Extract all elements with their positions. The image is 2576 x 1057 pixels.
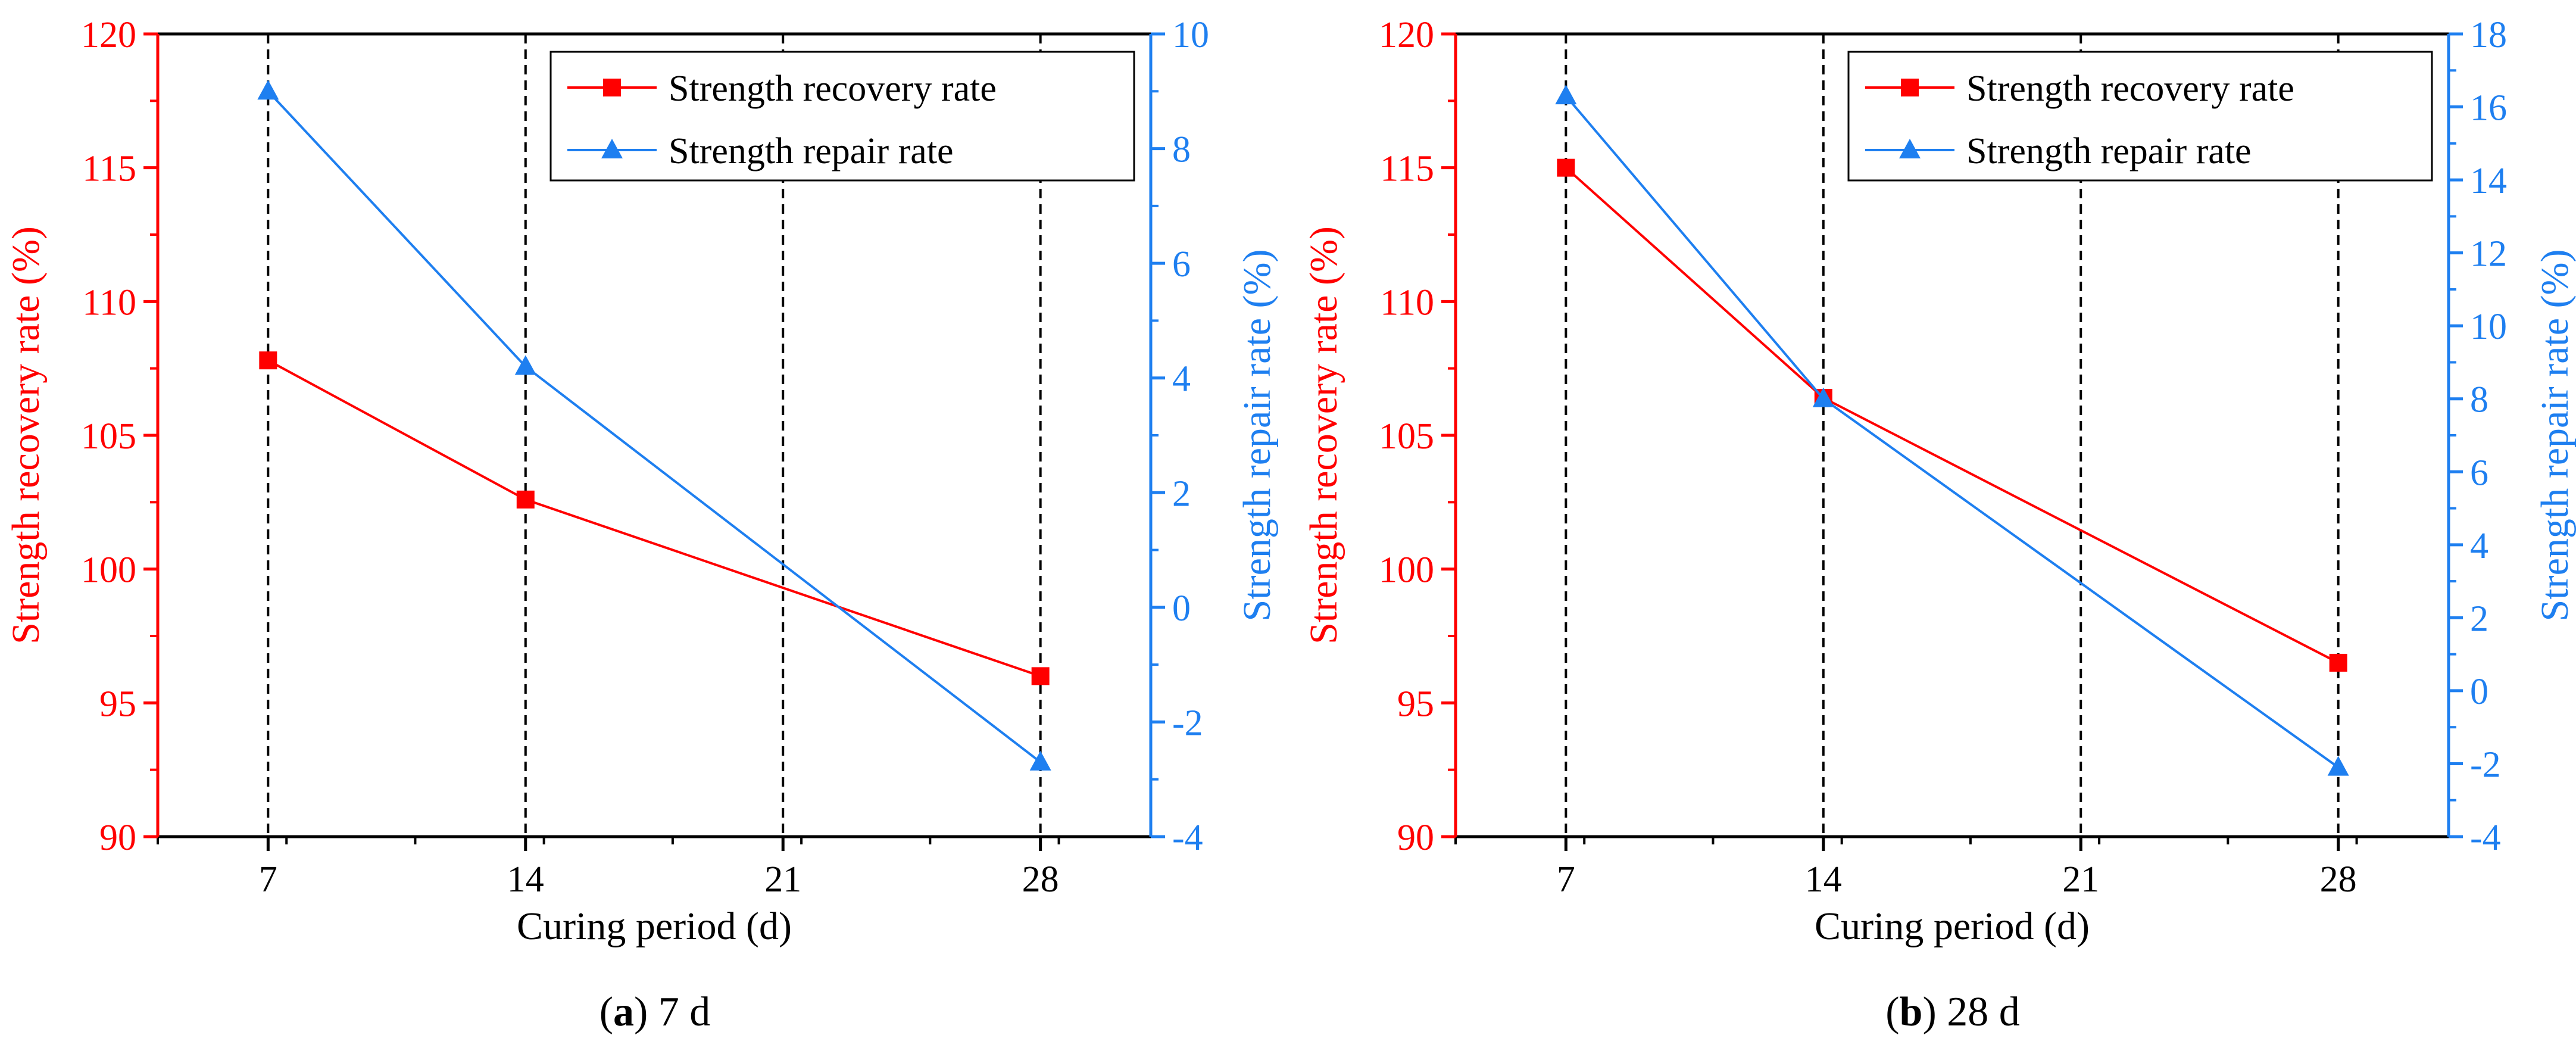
right-y-tick-label: -2 [2470,744,2501,785]
right-y-tick-label: 6 [1172,244,1191,285]
left-y-tick-label: 90 [99,818,136,858]
right-y-tick-label: 0 [1172,588,1191,629]
right-y-tick-label: 4 [2470,526,2488,566]
left-y-tick-label: 110 [82,282,136,323]
data-point-repair [1812,387,1834,407]
right-y-tick-label: 12 [2470,234,2507,275]
legend-label: Strength recovery rate [1966,68,2294,109]
data-point-repair [1029,750,1051,771]
legend-label: Strength repair rate [1966,131,2252,172]
left-y-tick-label: 120 [1379,15,1434,55]
caption-text: ) 28 d [1922,989,2019,1035]
x-tick-label: 28 [1022,859,1059,900]
x-tick-label: 14 [1805,859,1842,900]
left-y-axis-title: Strength recovery rate (%) [4,226,48,644]
left-y-tick-label: 100 [81,550,136,591]
left-y-tick-label: 95 [99,684,136,724]
series-line-repair [1565,95,2339,769]
right-y-tick-label: 6 [2470,453,2488,493]
right-y-tick-label: 18 [2470,15,2507,55]
left-y-tick-label: 100 [1379,550,1434,591]
caption-paren-open: ( [599,989,613,1035]
right-y-tick-label: 2 [1172,473,1191,514]
left-y-axis-title: Strength recovery rate (%) [1302,226,1345,644]
legend-box [1847,51,2433,182]
x-axis-title: Curing period (d) [1815,905,2090,948]
right-y-tick-label: 2 [2470,598,2488,639]
legend-marker-triangle [601,139,623,158]
caption-panel-letter: a [613,989,634,1035]
legend-box [549,51,1135,182]
caption-paren-open: ( [1885,989,1899,1035]
series-line-recovery [267,359,1041,678]
right-y-tick-label: -2 [1172,703,1203,743]
data-point-repair [2327,756,2349,776]
legend-marker-triangle [1899,139,1921,158]
caption-panel-letter: b [1900,989,1923,1035]
series-line-recovery [1565,167,2339,664]
legend-marker-square [1901,79,1919,96]
right-y-axis-title: Strength repair rate (%) [2533,250,2576,622]
chart-panel-b: 7 14 21 28 90 95 100 105 110 115 120 -4 -2 0 2 4 6 8 10 12 1… [1302,15,2576,1035]
left-y-tick-label: 95 [1397,684,1434,724]
data-point-repair [514,355,536,375]
x-axis-title: Curing period (d) [517,905,792,948]
panel-caption: (a) 7 d [599,989,711,1035]
x-tick-label: 7 [259,859,277,900]
x-tick-label: 21 [2062,859,2099,900]
x-tick-label: 14 [507,859,544,900]
data-point-repair [257,80,279,100]
legend-marker-square [603,79,621,96]
right-y-tick-label: 4 [1172,359,1191,400]
caption-text: ) 7 d [634,989,710,1035]
x-tick-label: 28 [2320,859,2357,900]
left-y-tick-label: 90 [1397,818,1434,858]
left-y-tick-label: 105 [81,416,136,457]
left-y-tick-label: 115 [82,149,136,189]
right-y-tick-label: 10 [1172,15,1209,55]
legend-label: Strength recovery rate [669,68,997,109]
series-line-repair [267,90,1041,763]
data-point-recovery [259,351,277,370]
right-y-tick-label: 0 [2470,672,2488,712]
left-y-tick-label: 105 [1379,416,1434,457]
right-y-tick-label: 16 [2470,88,2507,129]
right-y-tick-label: 10 [2470,307,2507,347]
chart-panel-a: 7 14 21 28 90 95 100 105 110 115 120 -4 -2 0 2 4 6 8 10 Cur… [4,15,1279,1035]
right-y-tick-label: 8 [2470,380,2488,420]
legend-label: Strength repair rate [669,131,954,172]
panel-caption: (b) 28 d [1885,989,2020,1035]
right-y-axis-title: Strength repair rate (%) [1235,250,1279,622]
right-y-tick-label: -4 [2470,818,2501,858]
data-point-recovery [1557,158,1575,177]
left-y-tick-label: 120 [81,15,136,55]
data-point-recovery [1031,667,1050,685]
right-y-tick-label: -4 [1172,818,1203,858]
right-y-tick-label: 8 [1172,130,1191,170]
right-y-tick-label: 14 [2470,161,2507,201]
left-y-tick-label: 110 [1380,282,1434,323]
x-tick-label: 7 [1557,859,1575,900]
left-y-tick-label: 115 [1380,149,1434,189]
data-point-repair [1555,85,1577,105]
data-point-recovery [516,490,535,509]
x-tick-label: 21 [764,859,801,900]
data-point-recovery [2329,653,2347,672]
